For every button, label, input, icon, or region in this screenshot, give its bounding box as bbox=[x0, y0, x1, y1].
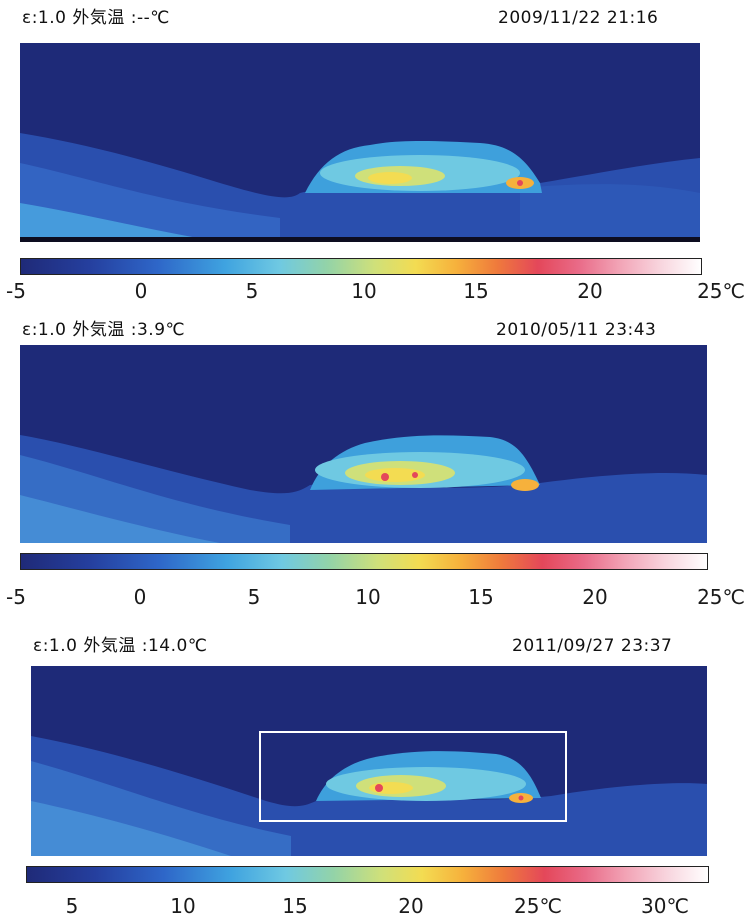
thermal-panel-1: ε:1.0 外気温 :--℃ 2009/11/22 21:16 -5 0 5 1… bbox=[0, 0, 747, 303]
tick-3-1: 10 bbox=[170, 894, 196, 918]
tick-2-1: 0 bbox=[133, 585, 147, 609]
tick-3-3: 20 bbox=[398, 894, 424, 918]
panel-1-header: ε:1.0 外気温 :--℃ bbox=[22, 8, 170, 28]
panel-1-timestamp: 2009/11/22 21:16 bbox=[498, 8, 659, 28]
panel-3-header: ε:1.0 外気温 :14.0℃ bbox=[33, 636, 208, 656]
tick-2-5: 20 bbox=[582, 585, 608, 609]
thermal-panel-2: ε:1.0 外気温 :3.9℃ 2010/05/11 23:43 -5 0 5 … bbox=[0, 300, 747, 610]
tick-1-4: 15 bbox=[463, 279, 489, 303]
tick-3-5: 30℃ bbox=[641, 894, 689, 918]
tick-2-3: 10 bbox=[355, 585, 381, 609]
tick-1-6: 25℃ bbox=[697, 279, 745, 303]
colorbar-1 bbox=[20, 258, 702, 275]
tick-1-5: 20 bbox=[577, 279, 603, 303]
thermal-panel-3: ε:1.0 外気温 :14.0℃ 2011/09/27 23:37 5 10 1… bbox=[0, 610, 747, 922]
tick-1-2: 5 bbox=[245, 279, 259, 303]
tick-2-2: 5 bbox=[247, 585, 261, 609]
thermal-image-2 bbox=[20, 345, 707, 543]
tick-2-6: 25℃ bbox=[697, 585, 745, 609]
tick-3-2: 15 bbox=[282, 894, 308, 918]
panel-2-timestamp: 2010/05/11 23:43 bbox=[496, 320, 657, 340]
tick-1-1: 0 bbox=[134, 279, 148, 303]
colorbar-3 bbox=[26, 866, 709, 883]
tick-1-0: -5 bbox=[6, 279, 26, 303]
panel-2-header: ε:1.0 外気温 :3.9℃ bbox=[22, 320, 186, 340]
tick-1-3: 10 bbox=[351, 279, 377, 303]
tick-2-0: -5 bbox=[6, 585, 26, 609]
thermal-image-3 bbox=[31, 666, 707, 856]
thermal-image-1 bbox=[20, 43, 700, 242]
highlight-box bbox=[259, 731, 567, 822]
tick-3-0: 5 bbox=[65, 894, 79, 918]
panel-3-timestamp: 2011/09/27 23:37 bbox=[512, 636, 673, 656]
tick-3-4: 25℃ bbox=[514, 894, 562, 918]
colorbar-2 bbox=[20, 553, 708, 570]
tick-2-4: 15 bbox=[468, 585, 494, 609]
